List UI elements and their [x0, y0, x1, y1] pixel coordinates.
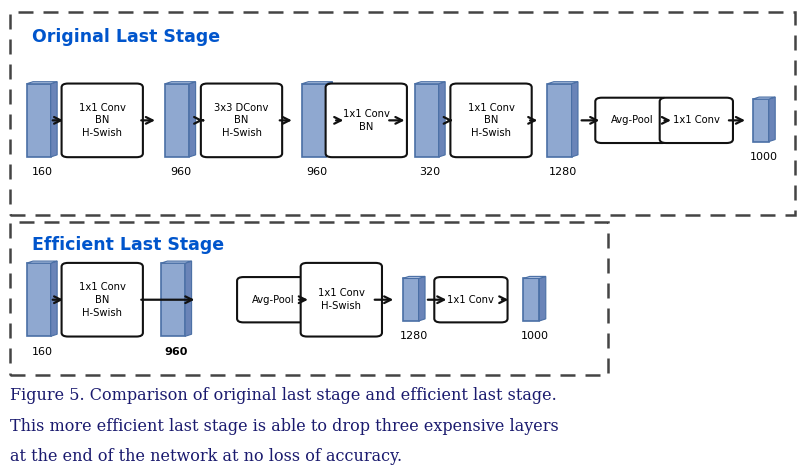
Polygon shape — [302, 82, 332, 84]
Text: 1x1 Conv
BN
H-Swish: 1x1 Conv BN H-Swish — [79, 102, 126, 138]
Text: 1x1 Conv
BN
H-Swish: 1x1 Conv BN H-Swish — [79, 282, 126, 318]
FancyBboxPatch shape — [451, 84, 532, 157]
Polygon shape — [161, 261, 192, 263]
Text: 1280: 1280 — [548, 168, 577, 177]
Polygon shape — [27, 84, 51, 157]
FancyBboxPatch shape — [237, 277, 311, 322]
Polygon shape — [27, 82, 57, 84]
Text: 1x1 Conv
BN: 1x1 Conv BN — [343, 109, 390, 132]
Polygon shape — [539, 277, 546, 321]
Text: 1x1 Conv: 1x1 Conv — [673, 115, 720, 126]
FancyBboxPatch shape — [61, 84, 143, 157]
Text: 1000: 1000 — [750, 152, 778, 162]
Polygon shape — [402, 278, 419, 321]
Polygon shape — [419, 277, 425, 321]
Text: 320: 320 — [419, 168, 440, 177]
Polygon shape — [165, 82, 196, 84]
Text: 960: 960 — [164, 346, 188, 357]
Polygon shape — [769, 97, 775, 142]
Polygon shape — [415, 82, 445, 84]
Polygon shape — [161, 263, 185, 336]
Polygon shape — [51, 82, 57, 157]
FancyBboxPatch shape — [201, 84, 283, 157]
Polygon shape — [547, 84, 572, 157]
Polygon shape — [27, 261, 57, 263]
Polygon shape — [523, 277, 546, 278]
Polygon shape — [51, 261, 57, 336]
Polygon shape — [547, 82, 578, 84]
FancyBboxPatch shape — [596, 98, 668, 143]
Text: 160: 160 — [31, 346, 52, 357]
Text: This more efficient last stage is able to drop three expensive layers: This more efficient last stage is able t… — [10, 418, 559, 435]
Text: Avg-Pool: Avg-Pool — [253, 295, 295, 305]
Polygon shape — [572, 82, 578, 157]
Polygon shape — [439, 82, 445, 157]
Polygon shape — [326, 82, 332, 157]
Text: Original Last Stage: Original Last Stage — [32, 28, 221, 46]
Polygon shape — [753, 99, 769, 142]
Polygon shape — [185, 261, 192, 336]
Text: 960: 960 — [170, 168, 191, 177]
Text: 1x1 Conv: 1x1 Conv — [448, 295, 494, 305]
FancyBboxPatch shape — [301, 263, 382, 337]
Polygon shape — [753, 97, 775, 99]
Text: at the end of the network at no loss of accuracy.: at the end of the network at no loss of … — [10, 448, 402, 465]
FancyBboxPatch shape — [325, 84, 407, 157]
Polygon shape — [302, 84, 326, 157]
FancyBboxPatch shape — [435, 277, 507, 322]
Text: 960: 960 — [307, 168, 328, 177]
FancyBboxPatch shape — [61, 263, 143, 337]
Polygon shape — [189, 82, 196, 157]
Text: 1280: 1280 — [399, 331, 428, 341]
Polygon shape — [402, 277, 425, 278]
Polygon shape — [27, 263, 51, 336]
Bar — [10, 12, 795, 215]
FancyBboxPatch shape — [660, 98, 733, 143]
Text: Avg-Pool: Avg-Pool — [611, 115, 653, 126]
Text: 1x1 Conv
H-Swish: 1x1 Conv H-Swish — [318, 288, 365, 311]
Text: Figure 5. Comparison of original last stage and efficient last stage.: Figure 5. Comparison of original last st… — [10, 387, 556, 404]
Polygon shape — [415, 84, 439, 157]
Text: Efficient Last Stage: Efficient Last Stage — [32, 236, 225, 254]
Text: 1x1 Conv
BN
H-Swish: 1x1 Conv BN H-Swish — [468, 102, 514, 138]
Polygon shape — [523, 278, 539, 321]
Bar — [10, 222, 608, 375]
Text: 160: 160 — [31, 168, 52, 177]
Text: 3x3 DConv
BN
H-Swish: 3x3 DConv BN H-Swish — [214, 102, 269, 138]
Polygon shape — [165, 84, 189, 157]
Text: 1000: 1000 — [521, 331, 548, 341]
